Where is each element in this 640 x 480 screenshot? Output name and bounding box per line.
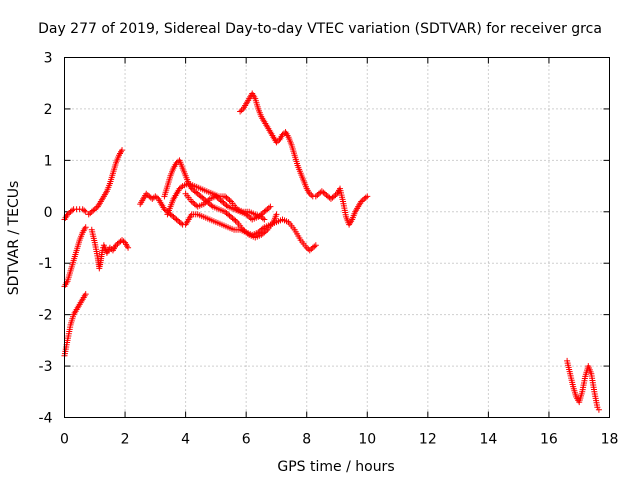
y-tick-label: 2 [44,102,53,118]
plot-frame [64,57,610,418]
series-seg-e [88,226,132,272]
x-tick-label: 16 [540,432,558,448]
data-point [119,147,126,154]
y-tick-labels: -4 -3 -2 -1 0 1 2 3 [39,51,53,427]
y-axis-label: SDTVAR / TECUs [6,181,22,296]
data-point [82,208,89,215]
series-seg-b [61,224,89,290]
y-tick-label: -3 [39,359,53,375]
x-tick-label: 2 [121,432,130,448]
data-point [261,216,268,223]
y-tick-label: -1 [39,256,53,272]
y-tick-label: -4 [39,411,53,427]
chart-title: Day 277 of 2019, Sidereal Day-to-day VTE… [38,21,602,37]
data-point [273,211,280,218]
data-point [312,242,319,249]
y-tick-label: 1 [44,153,53,169]
x-tick-label: 4 [181,432,190,448]
series-seg-j [237,90,371,228]
data-point [364,193,371,200]
x-tick-label: 10 [358,432,376,448]
data-point [81,207,88,214]
series-seg-k [564,357,602,413]
data-points [61,90,602,413]
y-tick-label: 3 [44,51,53,67]
data-point [99,247,106,254]
x-tick-label: 0 [60,432,69,448]
y-tick-label: -2 [39,308,53,324]
x-axis-label: GPS time / hours [277,459,394,475]
grid [64,57,610,418]
series-seg-h [164,180,268,223]
data-point [82,224,89,231]
data-point [595,406,602,413]
series-seg-g [161,157,280,241]
axis-ticks [64,57,610,418]
x-tick-label: 6 [242,432,251,448]
x-tick-label: 12 [419,432,437,448]
series-seg-c [61,206,89,223]
x-tick-label: 18 [601,432,619,448]
x-tick-labels: 0 2 4 6 8 10 12 14 16 18 [60,432,618,448]
series-seg-i [182,190,274,223]
data-point [125,244,132,251]
data-point [267,203,274,210]
series-seg-d [85,147,126,218]
series-seg-a [61,291,89,359]
y-tick-label: 0 [44,205,53,221]
data-point [82,291,89,298]
x-tick-label: 8 [302,432,311,448]
x-tick-label: 14 [479,432,497,448]
